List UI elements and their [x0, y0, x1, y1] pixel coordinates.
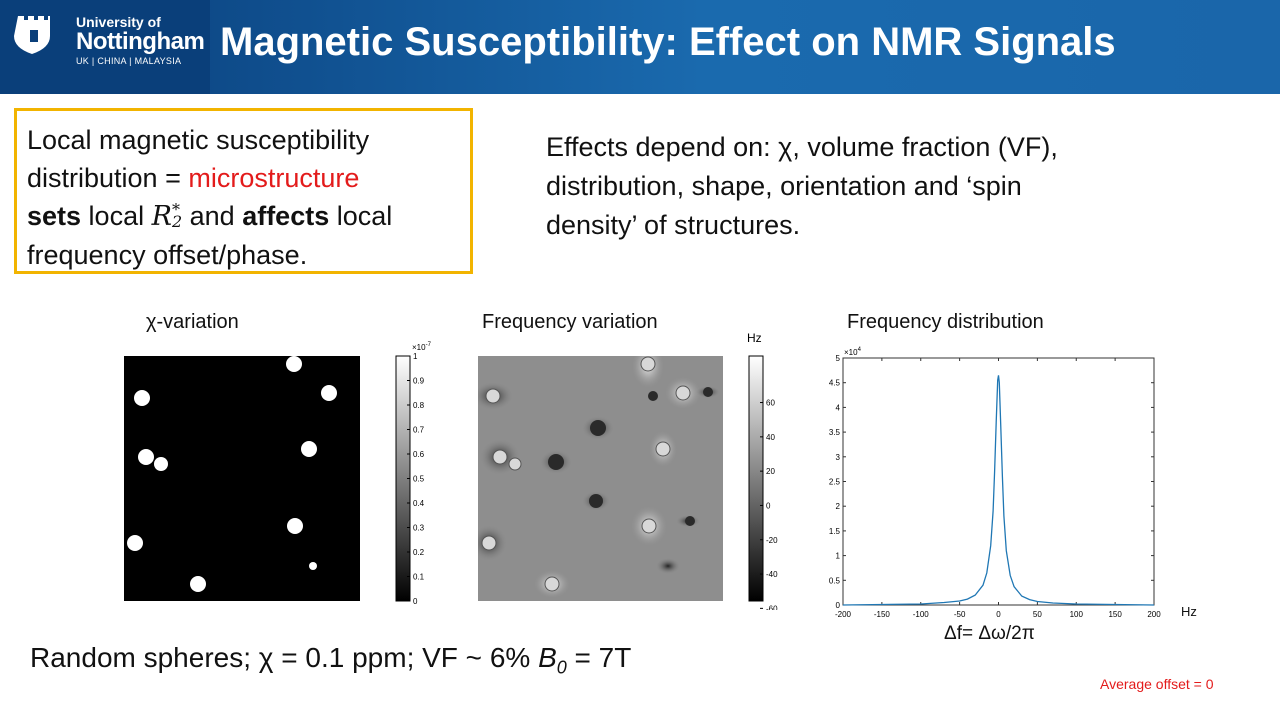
y-tick-label: 3 — [836, 453, 841, 462]
local-text-2: local — [329, 201, 393, 231]
x-tick-label: -50 — [954, 610, 966, 619]
effects-paragraph: Effects depend on: χ, volume fraction (V… — [546, 128, 1186, 245]
university-campuses: UK | CHINA | MALAYSIA — [76, 56, 182, 66]
university-name-line2: Nottingham — [76, 28, 205, 55]
y-tick-label: 2.5 — [829, 478, 841, 487]
b0-value: = 7T — [566, 642, 632, 673]
box-line-2-text: distribution = — [27, 163, 189, 193]
castle-crest-icon — [14, 16, 50, 54]
frequency-variation-map — [478, 356, 723, 601]
chi-colorbar-tick: 0.6 — [413, 450, 425, 459]
x-tick-label: 50 — [1033, 610, 1042, 619]
frequency-colorbar-tick: -60 — [766, 604, 778, 610]
chi-colorbar-tick: 0.3 — [413, 524, 425, 533]
delta-f-label: Δf= Δω/2π — [944, 623, 1035, 644]
r2-star-symbol: R * 2 — [152, 201, 183, 232]
x-tick-label: -100 — [913, 610, 930, 619]
chi-colorbar-tick: 0.2 — [413, 548, 425, 557]
y-tick-label: 1 — [836, 552, 841, 561]
frequency-distribution-chart: ×104 -200 -150 -100 -50 0 50 100 150 200 0 0.5 1 1.5 2… — [829, 347, 1161, 619]
r2-sub: 2 — [171, 211, 183, 231]
box-line-1: Local magnetic susceptibility — [27, 125, 370, 155]
r2-sup: * — [171, 199, 180, 219]
frequency-colorbar-unit: Hz — [747, 331, 762, 345]
parameters-line: Random spheres; χ = 0.1 ppm; VF ~ 6% B0 … — [30, 642, 631, 679]
frequency-colorbar-tick: -20 — [766, 536, 778, 545]
y-exponent: ×104 — [844, 347, 862, 357]
affects-text: affects — [242, 201, 330, 231]
y-tick-label: 4.5 — [829, 379, 841, 388]
y-tick-label: 3.5 — [829, 428, 841, 437]
chi-colorbar: ×10-7 1 0.9 0.8 0.7 0.6 0.5 0.4 0.3 0.2 0.1 0 — [395, 342, 432, 606]
chi-colorbar-tick: 0.1 — [413, 573, 425, 582]
distribution-x-unit: Hz — [1181, 604, 1197, 619]
box-line-2: distribution = microstructure — [27, 159, 460, 197]
frequency-colorbar-tick: 40 — [766, 433, 775, 442]
university-logo[interactable]: University of Nottingham UK | CHINA | MA… — [0, 0, 210, 94]
frequency-variation-caption: Frequency variation — [482, 311, 658, 333]
y-tick-label: 1.5 — [829, 527, 841, 536]
chi-variation-caption: χ-variation — [146, 311, 239, 333]
x-tick-label: 100 — [1070, 610, 1084, 619]
x-tick-label: 150 — [1108, 610, 1122, 619]
chi-colorbar-tick: 0.8 — [413, 401, 425, 410]
frequency-distribution-caption: Frequency distribution — [847, 311, 1044, 333]
frequency-colorbar-tick: 20 — [766, 467, 775, 476]
y-tick-label: 0.5 — [829, 576, 841, 585]
chi-colorbar-tick: 0 — [413, 597, 418, 606]
slide-title: Magnetic Susceptibility: Effect on NMR S… — [220, 20, 1116, 64]
effects-line-3: density’ of structures. — [546, 210, 801, 240]
y-tick-label: 2 — [836, 502, 841, 511]
effects-line-1: Effects depend on: χ, volume fraction (V… — [546, 132, 1058, 162]
frequency-colorbar: Hz 60 40 20 0 -20 -40 -60 — [747, 331, 778, 610]
sets-text: sets — [27, 201, 82, 231]
effects-line-2: distribution, shape, orientation and ‘sp… — [546, 171, 1022, 201]
y-tick-label: 0 — [836, 601, 841, 610]
frequency-colorbar-tick: 0 — [766, 501, 771, 510]
chi-colorbar-tick: 0.5 — [413, 475, 425, 484]
chi-colorbar-tick: 0.7 — [413, 426, 425, 435]
microstructure-text: microstructure — [188, 163, 360, 193]
y-tick-label: 4 — [836, 403, 841, 412]
chi-colorbar-tick: 1 — [413, 352, 418, 361]
x-tick-label: -150 — [874, 610, 891, 619]
chi-colorbar-exponent: ×10-7 — [412, 342, 432, 352]
average-offset-note: Average offset = 0 — [1100, 676, 1214, 692]
local-text: local — [81, 201, 152, 231]
x-tick-label: -200 — [835, 610, 852, 619]
frequency-colorbar-tick: 60 — [766, 399, 775, 408]
chi-colorbar-tick: 0.9 — [413, 377, 425, 386]
frequency-colorbar-tick: -40 — [766, 570, 778, 579]
university-name-line1: University of — [76, 14, 161, 30]
box-line-4: frequency offset/phase. — [27, 240, 308, 270]
highlight-box: Local magnetic susceptibility distributi… — [14, 108, 473, 274]
parameters-text: Random spheres; χ = 0.1 ppm; VF ~ 6% — [30, 642, 539, 673]
chi-colorbar-tick: 0.4 — [413, 499, 425, 508]
y-tick-label: 5 — [836, 354, 841, 363]
box-line-3: sets local R * 2 and affects local — [27, 197, 460, 236]
and-text: and — [182, 201, 243, 231]
x-tick-label: 200 — [1147, 610, 1161, 619]
distribution-series-line — [842, 375, 1155, 606]
b0-symbol: B0 — [538, 642, 567, 678]
plot-area — [842, 357, 1155, 606]
r2-symbol: R — [151, 201, 172, 232]
x-tick-label: 0 — [996, 610, 1001, 619]
header-banner: University of Nottingham UK | CHINA | MA… — [0, 0, 1280, 94]
chi-variation-map — [124, 356, 360, 601]
